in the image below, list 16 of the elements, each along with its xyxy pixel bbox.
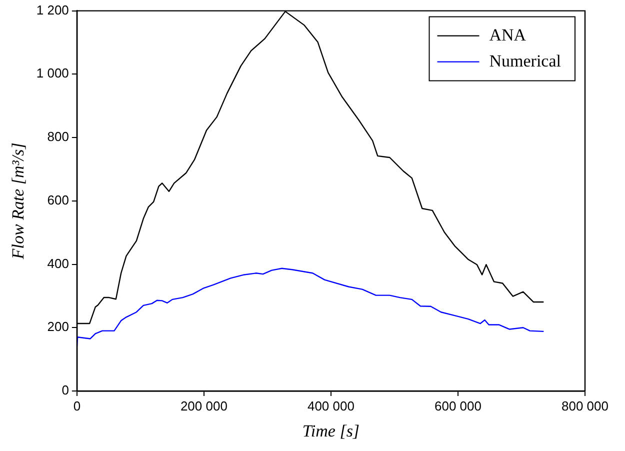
y-tick-label: 200 [47,319,69,334]
x-tick-label: 800 000 [562,398,608,414]
y-tick-label: 400 [47,256,69,271]
x-axis-title: Time [s] [302,421,360,440]
legend-label: Numerical [489,51,562,70]
x-tick-label: 200 000 [180,398,228,414]
x-tick-label: 0 [73,398,81,414]
y-tick-label: 0 [62,382,69,398]
y-tick-label: 600 [47,192,69,208]
y-axis-title: Flow Rate [m³/s] [8,142,28,260]
x-tick-label: 400 000 [307,398,354,414]
x-tick-label: 600 000 [434,398,482,414]
legend-label: ANA [489,25,527,44]
y-tick-label: 1 000 [36,66,69,81]
y-tick-label: 1 200 [36,2,69,18]
y-tick-label: 800 [47,129,69,144]
